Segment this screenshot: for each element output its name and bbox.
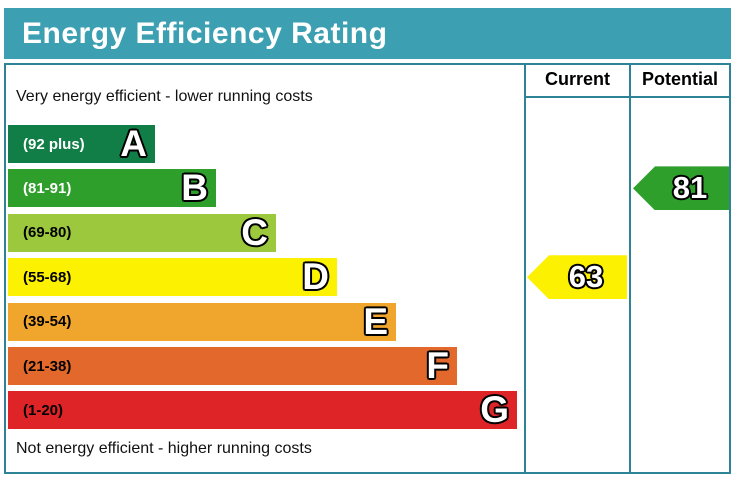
current-value: 63 (568, 259, 604, 295)
band-letter: E (363, 300, 388, 342)
header-underline (524, 96, 731, 98)
band-a: (92 plus) A (8, 125, 155, 163)
band-g: (1-20) G (8, 389, 517, 431)
band-range-label: (92 plus) (23, 135, 85, 153)
band-letter: B (181, 167, 208, 209)
band-b: (81-91) B (8, 167, 216, 209)
page-title: Energy Efficiency Rating (22, 16, 388, 50)
divider-current-potential (629, 63, 631, 474)
band-letter: C (241, 211, 268, 253)
band-letter: D (302, 256, 329, 298)
band-e: (39-54) E (8, 300, 396, 342)
current-arrow: 63 (527, 255, 627, 300)
potential-column-header: Potential (641, 69, 718, 89)
band-f: (21-38) F (8, 347, 457, 385)
potential-arrow: 81 (633, 166, 729, 211)
band-letter: G (480, 389, 509, 431)
current-column-header: Current (544, 69, 610, 89)
potential-value: 81 (672, 170, 708, 206)
band-range-label: (55-68) (23, 268, 72, 286)
caption-efficient: Very energy efficient - lower running co… (16, 88, 313, 105)
divider-chart-current (524, 63, 526, 474)
band-letter: F (426, 345, 449, 386)
band-range-label: (81-91) (23, 179, 72, 197)
band-c: (69-80) C (8, 211, 276, 253)
caption-not-efficient: Not energy efficient - higher running co… (16, 440, 312, 457)
title-bar: Energy Efficiency Rating (4, 8, 731, 59)
band-range-label: (1-20) (23, 401, 64, 419)
band-range-label: (21-38) (23, 357, 72, 375)
band-range-label: (39-54) (23, 313, 72, 331)
band-range-label: (69-80) (23, 224, 72, 242)
band-d: (55-68) D (8, 256, 337, 298)
band-letter: A (120, 123, 147, 164)
